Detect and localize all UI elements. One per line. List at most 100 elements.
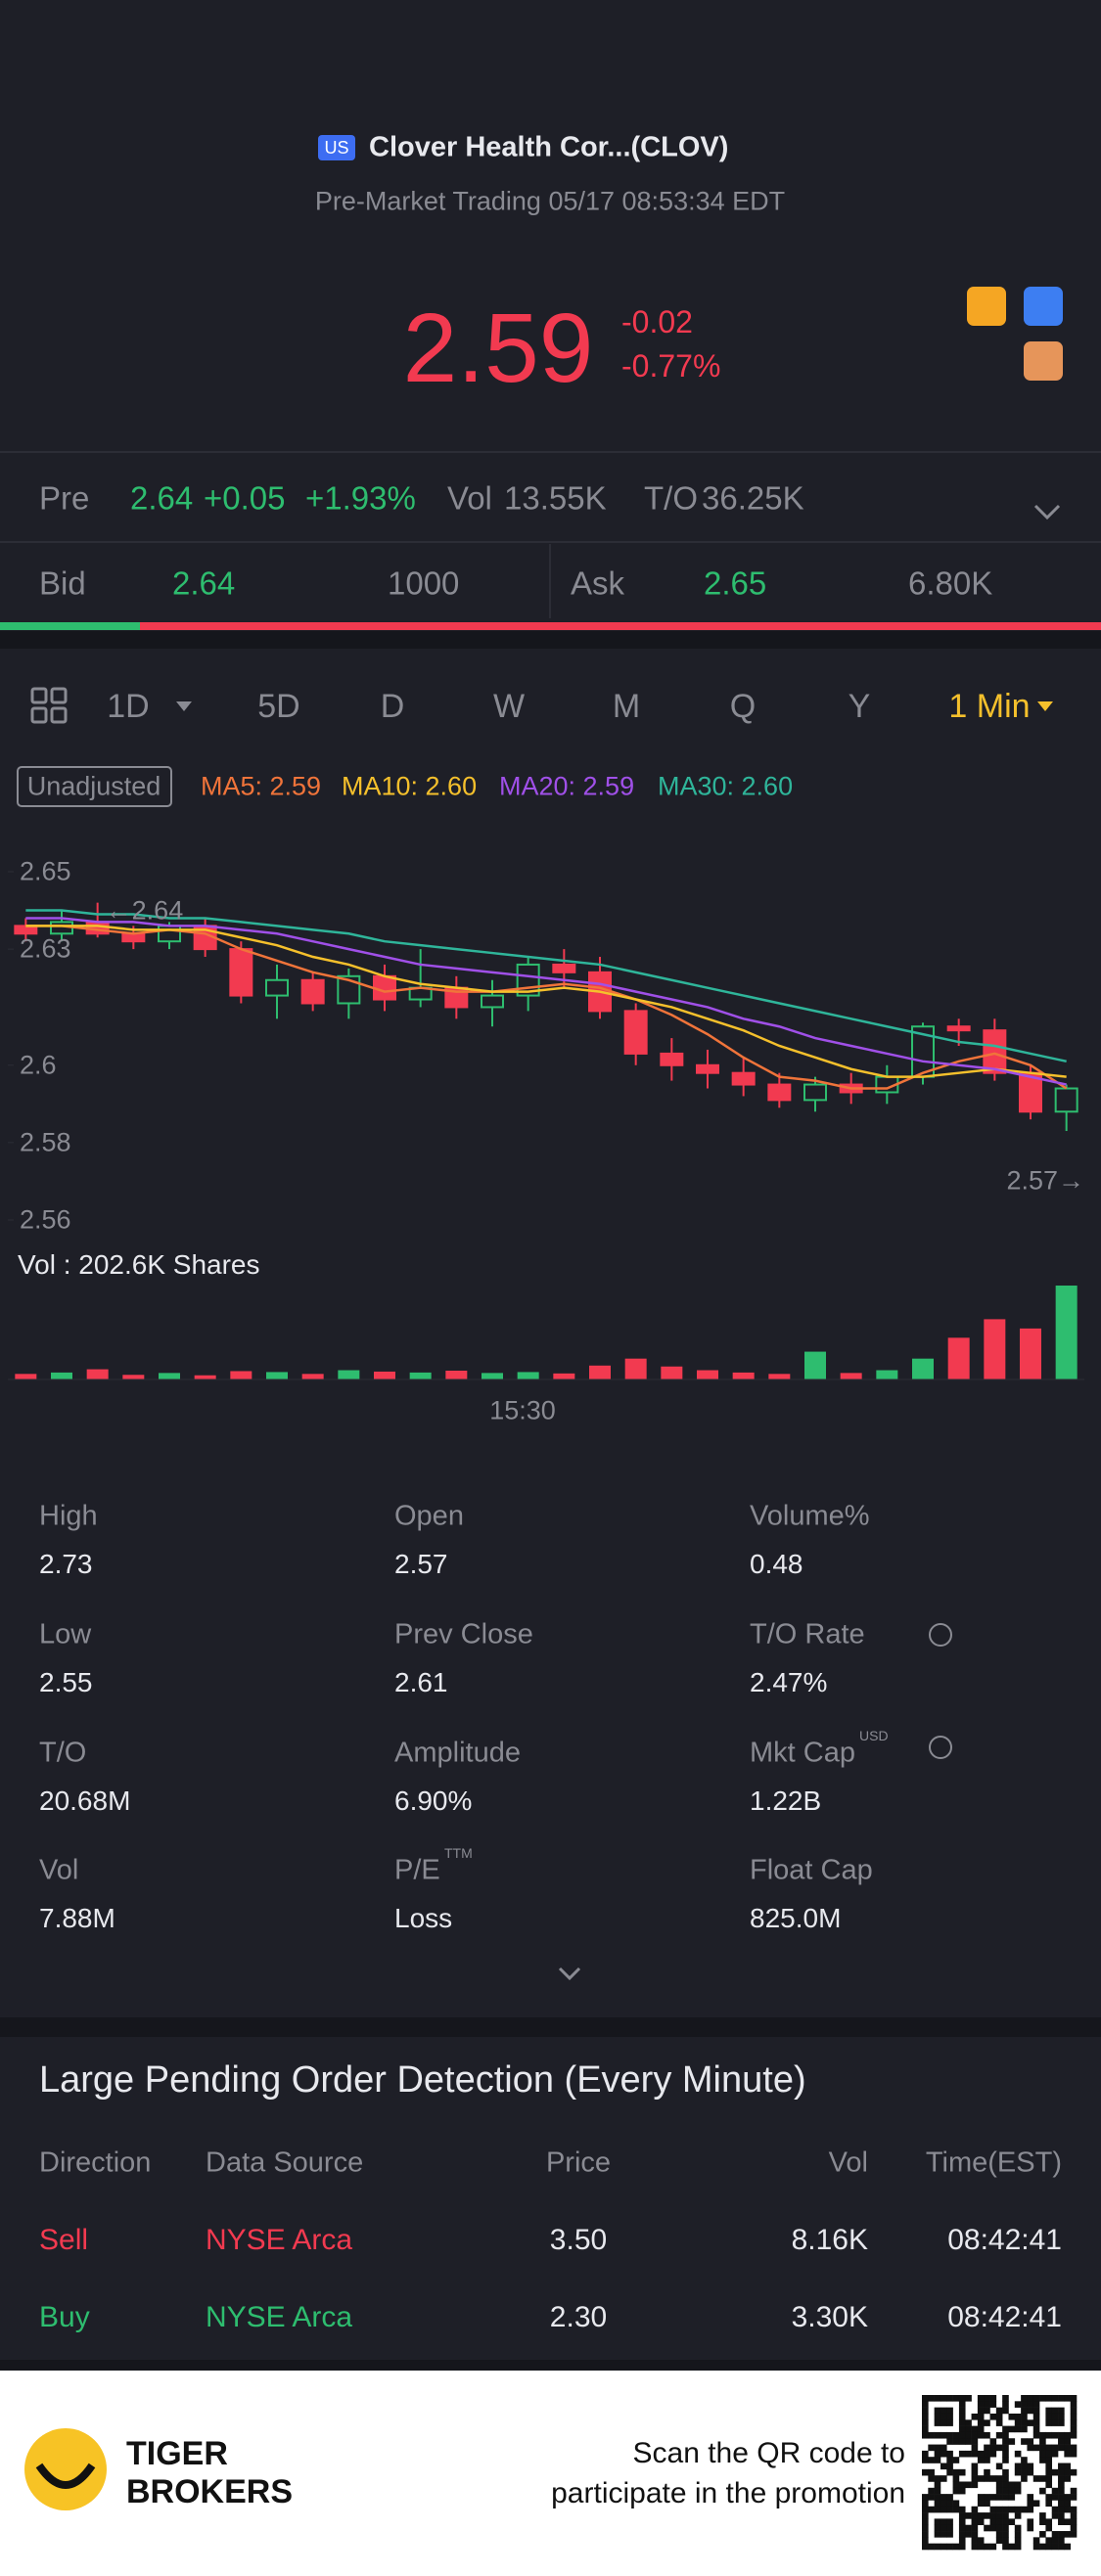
qr-cell [977,2457,985,2463]
qr-cell [1058,2487,1065,2495]
qr-cell [1070,2413,1078,2420]
qr-cell [1070,2425,1078,2433]
qr-cell [922,2407,929,2415]
qr-cell [977,2543,985,2551]
qr-cell [1051,2413,1059,2420]
qr-cell [934,2524,941,2532]
candle-body [623,1010,648,1055]
qr-cell [922,2425,929,2433]
expand-chevron[interactable] [1033,504,1061,520]
qr-cell [958,2524,966,2532]
section-gap [0,2360,1101,2371]
footer-bg [0,2371,1101,2576]
qr-cell [922,2524,929,2532]
qr-cell [1064,2506,1071,2513]
qr-cell [989,2518,997,2526]
volume-bar [912,1358,934,1379]
qr-cell [1021,2401,1028,2408]
qr-cell [1064,2494,1071,2501]
qr-cell [1002,2494,1009,2501]
column-header: Vol [828,2147,868,2179]
stat-label: Amplitude [394,1737,521,1769]
qr-cell [958,2506,966,2513]
period-tab[interactable]: 1 Min [948,688,1031,725]
qr-cell [1064,2475,1071,2482]
qr-cell [1014,2419,1022,2426]
period-tab[interactable]: D [380,688,405,725]
qr-cell [1070,2518,1078,2526]
qr-cell [952,2438,960,2445]
column-header: Price [545,2147,612,2179]
qr-cell [958,2537,966,2544]
qr-cell [952,2506,960,2513]
qr-cell [1002,2487,1009,2495]
adjust-box[interactable] [17,766,172,807]
qr-cell [1027,2463,1034,2470]
qr-cell [1058,2438,1065,2445]
qr-cell [1014,2468,1022,2476]
qr-cell [971,2543,979,2551]
ma-line [25,917,1067,1086]
period-tab[interactable]: Q [729,688,757,725]
price: 2.59 [402,294,594,403]
qr-cell [1027,2518,1034,2526]
dropdown-arrow[interactable] [1037,701,1053,711]
qr-cell [940,2431,947,2439]
layout-icon[interactable] [30,687,68,724]
volume-bar [230,1371,252,1379]
period-tab[interactable]: W [492,688,526,725]
volume-bar [15,1374,37,1379]
qr-cell [922,2413,929,2420]
qr-cell [977,2512,985,2519]
period-tab[interactable]: 5D [257,688,300,725]
qr-cell [971,2475,979,2482]
dropdown-arrow[interactable] [176,701,192,711]
qr-cell [946,2494,953,2501]
adjust-label[interactable]: Unadjusted [26,771,161,801]
candle-body [660,1052,684,1066]
qr-cell [995,2413,1003,2420]
qr-cell [1027,2524,1034,2532]
qr-cell [1064,2444,1071,2452]
section-gap [0,2017,1101,2037]
period-tab[interactable]: M [612,688,641,725]
stat-label: Mkt Cap [750,1737,855,1769]
stat-value: 2.73 [39,1549,93,1579]
ma-line [25,925,1067,1078]
qr-cell [1014,2463,1022,2470]
period-tab[interactable]: 1D [107,688,150,725]
qr-cell [946,2518,953,2526]
stat-label: Open [394,1500,464,1532]
brand: BROKERS [126,2473,294,2510]
qr-cell [1045,2395,1053,2402]
pre-turnover: 36.25K [702,479,804,517]
qr-cell [952,2543,960,2551]
table-cell: Buy [39,2301,90,2333]
qr-cell [940,2543,947,2551]
period-tab[interactable]: Y [848,688,871,725]
qr-cell [1058,2463,1065,2470]
qr-cell [922,2468,929,2476]
qr-cell [965,2419,972,2426]
qr-cell [1064,2500,1071,2508]
qr-cell [922,2500,929,2508]
qr-cell [1051,2512,1059,2519]
ask-bar [140,622,1101,630]
candle-body [767,1083,792,1102]
qr-cell [1058,2407,1065,2415]
qr-cell [1008,2487,1016,2495]
column-header: Direction [39,2147,152,2179]
volume-bar [840,1373,862,1379]
qr-cell [1014,2481,1022,2489]
qr-cell [952,2431,960,2439]
qr-cell [922,2494,929,2501]
qr-cell [952,2468,960,2476]
qr-cell [958,2518,966,2526]
qr-cell [1002,2475,1009,2482]
qr-cell [971,2518,979,2526]
qr-cell [934,2457,941,2463]
table-cell: 8.16K [791,2224,868,2256]
logo-mark [35,2463,96,2489]
more-chevron[interactable] [558,1966,581,1981]
qr-cell [1002,2512,1009,2519]
